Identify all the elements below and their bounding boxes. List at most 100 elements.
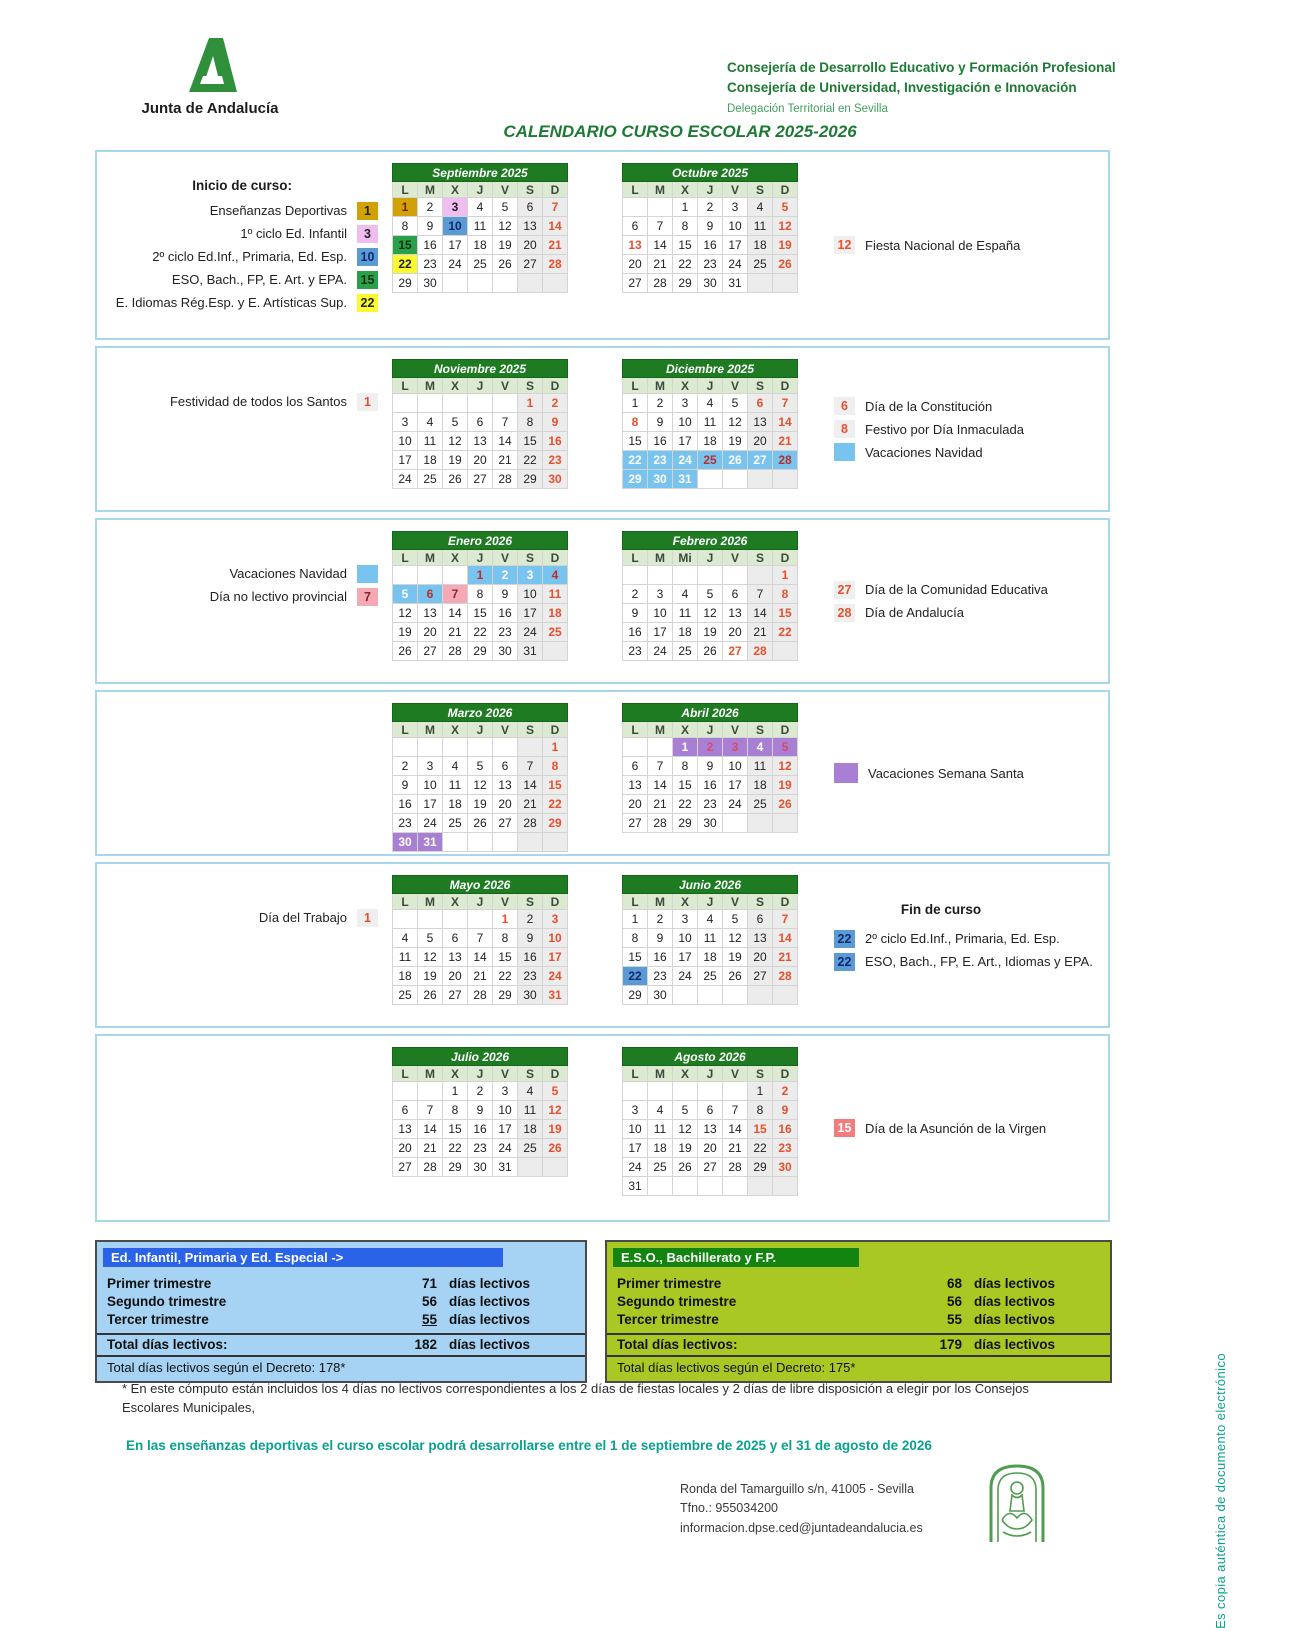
day-cell: 29 <box>542 813 568 833</box>
weekday-header: S <box>517 893 543 910</box>
day-cell: 8 <box>392 216 418 236</box>
day-cell: 19 <box>467 794 493 814</box>
weekday-header: X <box>672 1065 698 1082</box>
day-cell: 25 <box>697 966 723 986</box>
weekday-header: V <box>722 377 748 394</box>
day-cell: 30 <box>647 469 673 489</box>
day-cell: 3 <box>442 197 468 217</box>
weekday-header: M <box>647 721 673 738</box>
day-cell: 17 <box>722 775 748 795</box>
day-cell: 16 <box>467 1119 493 1139</box>
summary-row-label: Primer trimestre <box>107 1276 212 1291</box>
weekday-header: J <box>467 893 493 910</box>
weekday-header: D <box>542 549 568 566</box>
summary-table-infantil: Ed. Infantil, Primaria y Ed. Especial ->… <box>95 1240 587 1383</box>
summary-row-value: 179 <box>939 1336 962 1352</box>
day-cell: 22 <box>622 966 648 986</box>
day-cell: 19 <box>772 235 798 255</box>
legend-label: Día de la Comunidad Educativa <box>865 582 1048 597</box>
legend-label: 2º ciclo Ed.Inf., Primaria, Ed. Esp. <box>865 931 1060 946</box>
day-cell: 12 <box>467 775 493 795</box>
day-cell: 23 <box>647 450 673 470</box>
day-cell: 14 <box>417 1119 443 1139</box>
junta-logo-icon <box>189 38 237 92</box>
day-cell: 3 <box>492 1081 518 1101</box>
day-cell: 26 <box>442 469 468 489</box>
day-cell <box>622 565 648 585</box>
day-cell: 24 <box>672 966 698 986</box>
day-cell: 1 <box>672 737 698 757</box>
day-cell: 14 <box>747 603 773 623</box>
day-cell: 17 <box>647 622 673 642</box>
week-row: 22 23 24 25 26 27 28 <box>392 254 568 274</box>
day-cell <box>772 273 798 293</box>
legend-label: Día de la Constitución <box>865 398 993 414</box>
weekday-header: J <box>697 181 723 198</box>
day-cell <box>772 813 798 833</box>
week-row: 29 30 31 <box>622 469 798 489</box>
weekday-header: V <box>722 1065 748 1082</box>
weekday-header: L <box>392 377 418 394</box>
day-cell: 15 <box>517 431 543 451</box>
day-cell: 9 <box>697 756 723 776</box>
day-cell: 14 <box>542 216 568 236</box>
calendar-section: Día del Trabajo 1 Mayo 2026 L M X J V S D 1 2 3 4 5 6 7 8… <box>95 862 1110 1028</box>
day-cell: 26 <box>392 641 418 661</box>
day-cell <box>417 737 443 757</box>
day-cell <box>672 565 698 585</box>
week-row: 17 18 19 20 21 22 23 <box>622 1138 798 1158</box>
week-row: 11 12 13 14 15 16 17 <box>392 947 568 967</box>
day-cell <box>392 565 418 585</box>
section-gap <box>570 348 622 510</box>
day-cell: 2 <box>467 1081 493 1101</box>
day-cell: 26 <box>722 450 748 470</box>
day-cell: 3 <box>392 412 418 432</box>
weekday-header: S <box>517 377 543 394</box>
month-slot: Agosto 2026 L M X J V S D 1 2 3 4 5 6 7 8 9 10 11 12 13 14 15 1… <box>622 1036 800 1220</box>
day-cell: 30 <box>697 813 723 833</box>
weekday-header: S <box>747 1065 773 1082</box>
day-cell: 15 <box>672 775 698 795</box>
legend-label: Día del Trabajo <box>258 910 347 925</box>
month-title: Mayo 2026 <box>392 875 568 894</box>
day-cell: 29 <box>747 1157 773 1177</box>
week-row: 13 14 15 16 17 18 19 <box>622 775 798 795</box>
weekday-header: M <box>647 549 673 566</box>
day-cell: 18 <box>392 966 418 986</box>
weekday-header: L <box>392 893 418 910</box>
day-cell: 11 <box>747 216 773 236</box>
calendar-section: Festividad de todos los Santos 1 Noviembre… <box>95 346 1110 512</box>
day-cell: 21 <box>442 622 468 642</box>
legend-color-swatch <box>834 443 855 461</box>
day-cell: 24 <box>417 813 443 833</box>
day-cell: 4 <box>442 756 468 776</box>
weekday-header: J <box>697 893 723 910</box>
day-cell <box>417 565 443 585</box>
day-cell <box>722 813 748 833</box>
day-cell: 23 <box>647 966 673 986</box>
day-cell <box>542 1157 568 1177</box>
summary-decree-infantil: Total días lectivos según el Decreto: 17… <box>97 1354 585 1381</box>
left-legend <box>97 1036 392 1220</box>
day-cell <box>622 197 648 217</box>
summary-header-eso: E.S.O., Bachillerato y F.P. <box>613 1248 859 1267</box>
day-cell: 25 <box>672 641 698 661</box>
weekday-header: S <box>747 721 773 738</box>
day-cell: 5 <box>442 412 468 432</box>
day-cell: 31 <box>542 985 568 1005</box>
weekday-header: S <box>517 721 543 738</box>
day-cell <box>722 985 748 1005</box>
day-cell: 15 <box>622 947 648 967</box>
week-row: 12 13 14 15 16 17 18 <box>392 603 568 623</box>
weekday-header: M <box>647 1065 673 1082</box>
month-calendar: Diciembre 2025 L M X J V S D 1 2 3 4 5 6 7 8 9 10 11 12 13 14… <box>622 359 798 489</box>
legend-chip: 8 <box>834 420 855 438</box>
summary-row: Primer trimestre 68 días lectivos <box>607 1275 1110 1293</box>
day-cell <box>517 273 543 293</box>
day-cell: 5 <box>697 584 723 604</box>
summary-rows-infantil: Primer trimestre 71 días lectivos Segundo t… <box>97 1275 585 1354</box>
summary-row-label: Total días lectivos: <box>107 1336 228 1352</box>
weekday-header: V <box>722 549 748 566</box>
